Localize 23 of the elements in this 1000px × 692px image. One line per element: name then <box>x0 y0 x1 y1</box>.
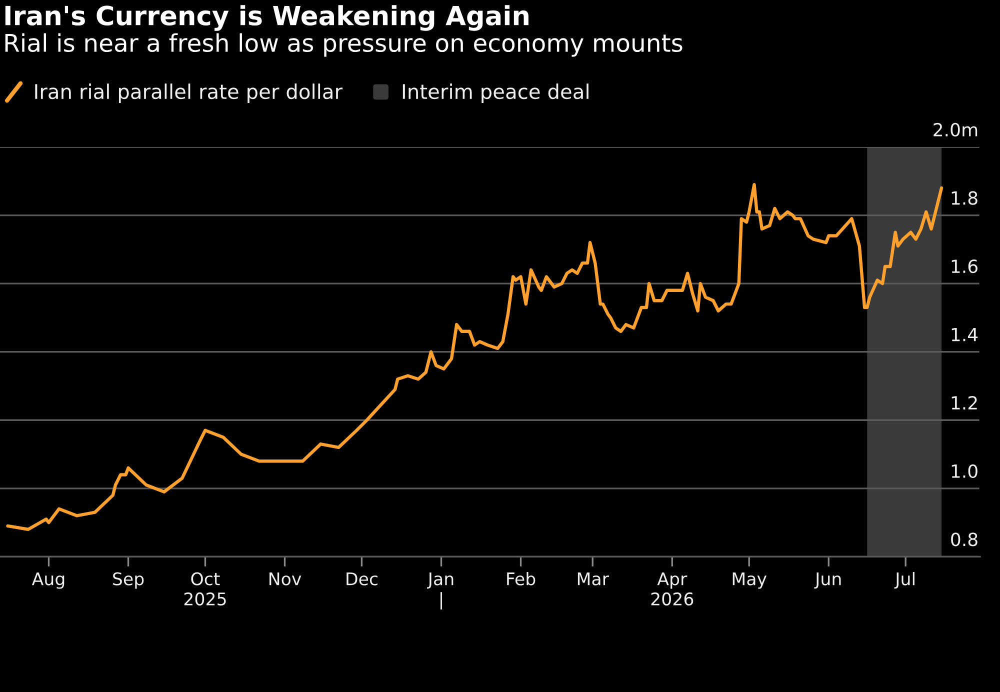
x-tick-label: Aug <box>32 572 64 589</box>
legend-label: Iran rial parallel rate per dollar <box>35 84 343 104</box>
x-tick-label: Jun <box>814 572 841 589</box>
y-tick-label: 1.6 <box>952 259 978 274</box>
x-tick-label: Sep <box>113 572 144 589</box>
chart-subtitle: Rial is near a fresh low as pressure on economy mounts <box>5 33 682 57</box>
x-tick-label: May <box>732 572 767 589</box>
x-tick-label: Mar <box>578 572 609 586</box>
x-tick-label: Dec <box>346 572 378 586</box>
y-tick-label: 1.4 <box>952 328 978 342</box>
x-tick-label: Jul <box>894 572 914 589</box>
x-tick-label: Feb <box>507 572 536 586</box>
x-tick-label: Apr 2026 <box>651 572 694 606</box>
y-tick-label: 1.0 <box>952 464 978 478</box>
x-tick-label: Nov <box>270 572 302 586</box>
chart-title: Iran's Currency is Weakening Again <box>5 5 528 31</box>
legend-label: Interim peace deal <box>402 84 588 104</box>
x-tick-label: Jan | <box>426 572 454 610</box>
y-tick-label: 2.0m <box>934 122 978 137</box>
y-tick-label: 1.8 <box>952 191 978 205</box>
x-tick-label: Oct 2025 <box>184 572 226 606</box>
y-tick-label: 0.8 <box>951 532 978 546</box>
y-tick-label: 1.2 <box>952 396 977 410</box>
